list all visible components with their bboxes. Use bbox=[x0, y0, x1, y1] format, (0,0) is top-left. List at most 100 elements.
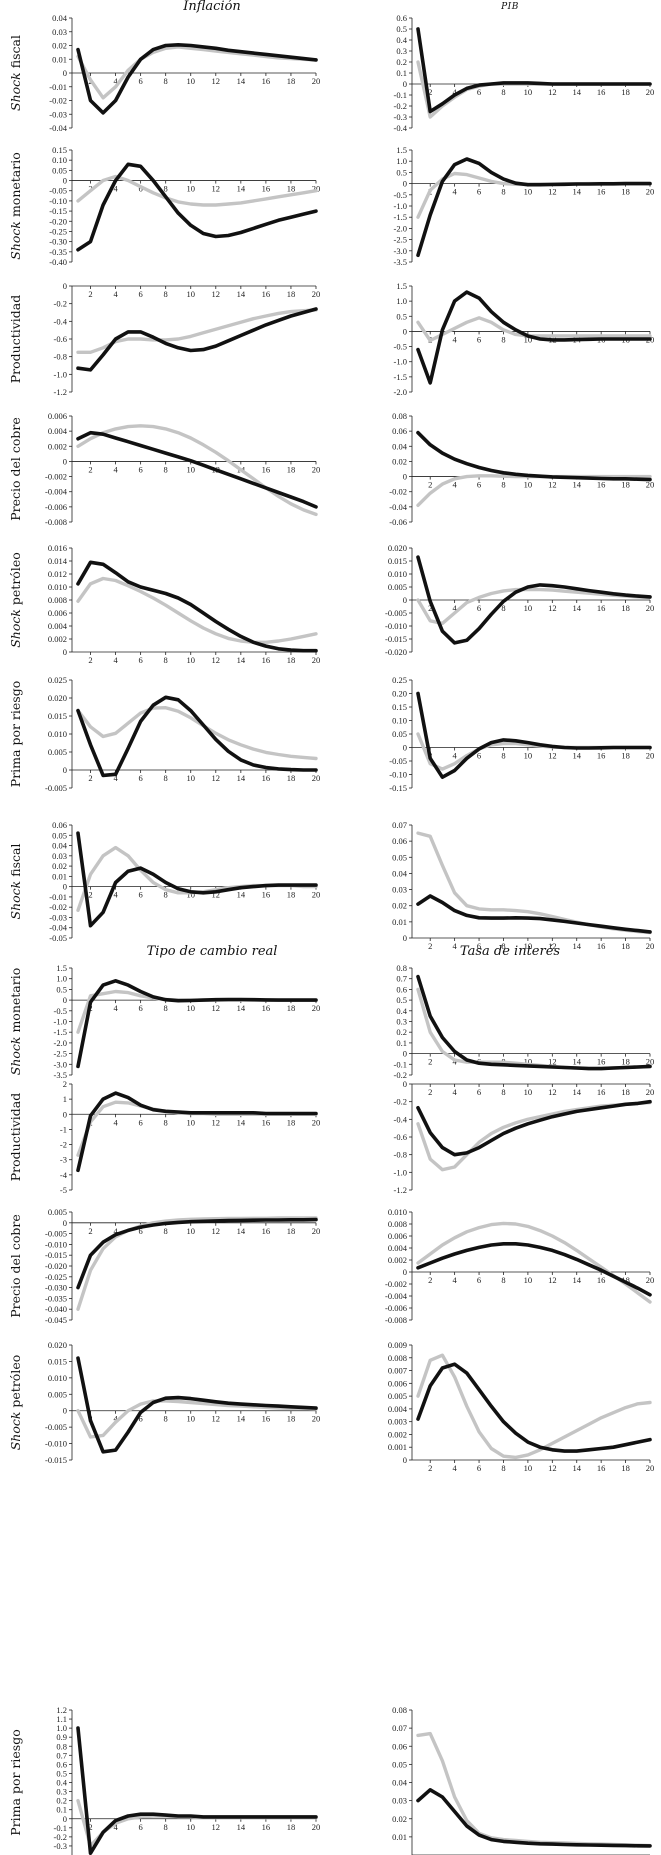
y-tick-label: 0.06 bbox=[52, 820, 67, 830]
panel-pib-productividad: 1.51.00.50-0.5-1.0-1.5-2.02 4 6 8 10 12 14 16 18… bbox=[394, 281, 655, 397]
x-tick-label: 2 bbox=[428, 480, 432, 490]
x-tick-label: 16 bbox=[262, 1117, 271, 1127]
series-line-gray bbox=[416, 1731, 652, 1848]
series-line-black bbox=[76, 831, 318, 928]
x-tick-label: 6 bbox=[477, 941, 481, 951]
x-tick-label: 16 bbox=[262, 890, 271, 900]
y-tick-label: -0.1 bbox=[394, 1059, 407, 1069]
y-tick-label: -0.1 bbox=[394, 90, 407, 100]
y-tick-label: 0.03 bbox=[392, 885, 407, 895]
y-tick-label: -0.04 bbox=[49, 923, 67, 933]
panel-pib-prima-riesgo: 0.250.200.150.100.050-0.05-0.10-0.152 4 6 8… bbox=[389, 675, 654, 793]
y-tick-label: 0.2 bbox=[56, 1796, 67, 1806]
y-tick-label: -1.0 bbox=[394, 1167, 407, 1177]
x-tick-label: 18 bbox=[287, 76, 296, 86]
x-tick-label: 18 bbox=[287, 1226, 296, 1236]
y-tick-label: -3.5 bbox=[54, 1070, 67, 1080]
y-tick-label: -2.5 bbox=[394, 235, 407, 245]
panel-tasa-productividad: 0 -0.2 -0.4 -0.6 -0.8 -1.0 -1.2 2 4 6 8 10 12 14 16 18 2… bbox=[394, 1079, 655, 1195]
y-tick-label: 0 bbox=[63, 647, 67, 657]
y-tick-label: -0.010 bbox=[45, 1439, 67, 1449]
y-tick-label: 0.03 bbox=[52, 851, 67, 861]
x-tick-label: 8 bbox=[164, 1414, 168, 1424]
x-tick-label: 8 bbox=[501, 941, 505, 951]
y-tick-label: -0.040 bbox=[45, 1304, 67, 1314]
y-tick-label: -2.0 bbox=[394, 223, 407, 233]
x-tick-label: 8 bbox=[501, 1087, 505, 1097]
y-tick-label: 0.006 bbox=[48, 608, 67, 618]
row-label-text: Prima por riesgo bbox=[8, 1729, 23, 1835]
x-tick-label: 20 bbox=[312, 655, 321, 665]
x-tick-label: 16 bbox=[597, 480, 606, 490]
y-tick-label: 0 bbox=[63, 1218, 67, 1228]
y-tick-label: 0.012 bbox=[48, 569, 67, 579]
series-line-gray bbox=[416, 1221, 652, 1304]
x-tick-label: 18 bbox=[287, 773, 296, 783]
y-tick-label: 0.06 bbox=[392, 836, 407, 846]
y-tick-label: 0 bbox=[403, 179, 407, 189]
y-tick-label: 0.008 bbox=[48, 595, 67, 605]
x-tick-label: 2 bbox=[428, 1087, 432, 1097]
x-tick-label: 10 bbox=[186, 890, 195, 900]
y-tick-label: -2.0 bbox=[394, 387, 407, 397]
x-tick-label: 18 bbox=[287, 289, 296, 299]
y-tick-label: -0.020 bbox=[385, 647, 407, 657]
y-tick-label: -0.05 bbox=[389, 756, 407, 766]
y-tick-label: -0.01 bbox=[49, 82, 67, 92]
y-tick-label: 0.01 bbox=[392, 917, 407, 927]
x-tick-label: 8 bbox=[501, 334, 505, 344]
y-tick-label: -1.2 bbox=[394, 1185, 407, 1195]
series-line-gray bbox=[416, 1353, 652, 1460]
y-tick-label: 1.0 bbox=[56, 974, 67, 984]
y-tick-label: -2 bbox=[60, 1140, 67, 1150]
y-tick-label: -1.5 bbox=[394, 372, 407, 382]
x-tick-label: 10 bbox=[186, 773, 195, 783]
x-tick-label: 16 bbox=[597, 87, 606, 97]
y-tick-label: 0.1 bbox=[396, 1038, 407, 1048]
y-tick-label: 0.020 bbox=[388, 543, 407, 553]
x-tick-label: 12 bbox=[548, 603, 557, 613]
y-tick-label: 0 bbox=[63, 68, 67, 78]
panel-pib-shock-fiscal: 0.60.50.40.30.20.10-0.1-0.2-0.3-0.4 2 4 6 8 1… bbox=[394, 13, 655, 133]
y-tick-label: -0.02 bbox=[389, 487, 407, 497]
y-tick-label: 0 bbox=[403, 743, 407, 753]
x-tick-label: 18 bbox=[621, 1463, 630, 1473]
x-tick-label: 12 bbox=[212, 289, 221, 299]
x-tick-label: 14 bbox=[572, 1463, 581, 1473]
x-tick-label: 10 bbox=[186, 184, 195, 194]
series-line-gray bbox=[76, 308, 318, 354]
y-tick-label: -0.03 bbox=[49, 109, 67, 119]
y-tick-label: 0.05 bbox=[392, 729, 407, 739]
x-tick-label: 6 bbox=[139, 1822, 143, 1832]
x-tick-label: 12 bbox=[212, 1226, 221, 1236]
x-tick-label: 20 bbox=[312, 76, 321, 86]
x-tick-label: 18 bbox=[287, 1117, 296, 1127]
series-line-black bbox=[416, 1362, 652, 1453]
y-tick-label: 1.5 bbox=[396, 145, 407, 155]
x-tick-label: 12 bbox=[212, 1117, 221, 1127]
y-tick-label: 0.006 bbox=[388, 1378, 407, 1388]
y-tick-label: 0.8 bbox=[56, 1741, 67, 1751]
x-tick-label: 14 bbox=[237, 1226, 246, 1236]
x-tick-label: 10 bbox=[524, 187, 533, 197]
y-tick-label: 0 bbox=[63, 281, 67, 291]
series-line-black bbox=[416, 27, 652, 114]
y-tick-label: 2 bbox=[63, 1079, 67, 1089]
panel-tasa-prima-riesgo: 0.08 0.07 0.06 0.05 0.04 0.03 0.02 0.01 bbox=[392, 1705, 652, 1855]
y-tick-label: 0 bbox=[403, 1267, 407, 1277]
x-tick-label: 14 bbox=[237, 184, 246, 194]
y-tick-label: 0.9 bbox=[56, 1732, 67, 1742]
x-tick-label: 12 bbox=[212, 890, 221, 900]
series-line-gray bbox=[416, 1100, 652, 1172]
y-tick-label: 0.015 bbox=[388, 556, 407, 566]
x-tick-label: 2 bbox=[428, 1275, 432, 1285]
row-label-text: Precio del cobre bbox=[8, 1214, 23, 1318]
row-label-em: Shock bbox=[8, 609, 23, 648]
panel-tcr-shock-fiscal: 0.060.050.040.030.020.010-0.01-0.02-0.03… bbox=[49, 820, 320, 943]
x-tick-label: 18 bbox=[287, 655, 296, 665]
y-tick-label: 0.01 bbox=[52, 871, 67, 881]
y-tick-label: -0.030 bbox=[45, 1283, 67, 1293]
x-tick-label: 20 bbox=[312, 773, 321, 783]
y-tick-label: 0.003 bbox=[388, 1417, 407, 1427]
x-tick-label: 14 bbox=[237, 1003, 246, 1013]
